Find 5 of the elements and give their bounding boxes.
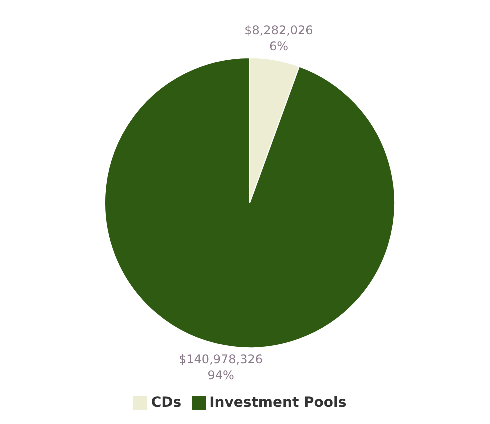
legend-label: CDs (151, 395, 182, 411)
data-label: $140,978,326 94% (179, 352, 264, 382)
data-label: $8,282,026 6% (244, 24, 314, 54)
legend-label: Investment Pools (210, 395, 347, 411)
pie-slice (104, 58, 396, 348)
